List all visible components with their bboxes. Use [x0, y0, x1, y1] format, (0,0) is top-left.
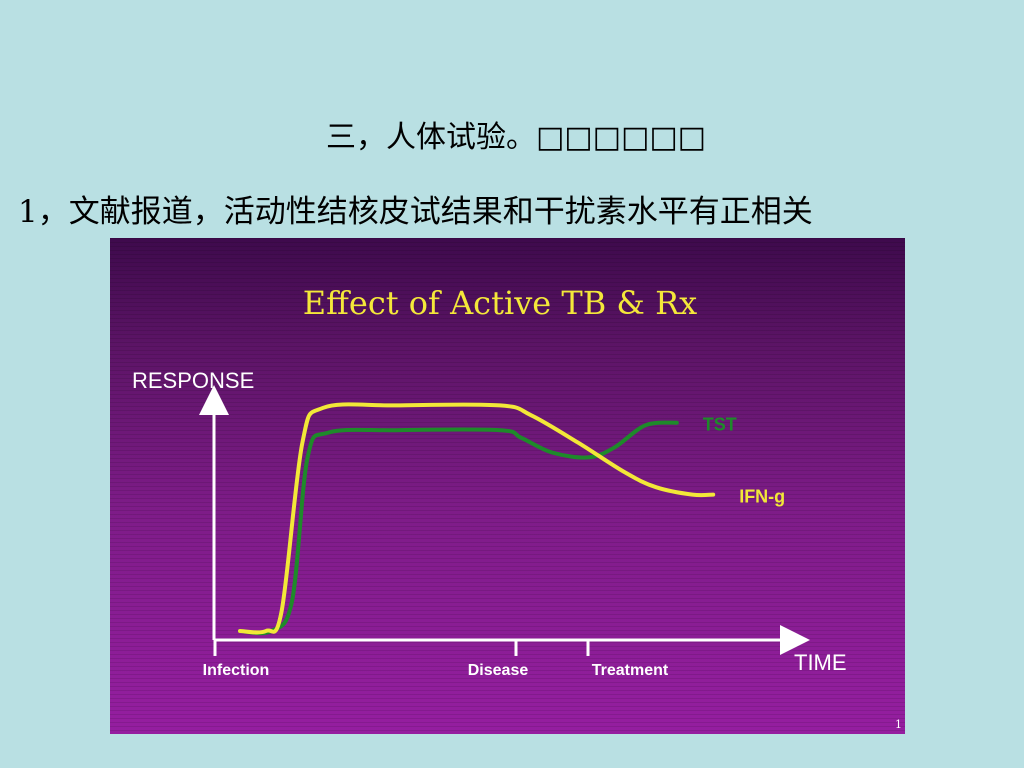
chart-panel: Effect of Active TB & Rx RESPONSE TIME I… [110, 238, 905, 734]
series-line-ifn-g [238, 402, 716, 635]
x-marker-label-treatment: Treatment [592, 662, 669, 679]
slide-subtitle: 1，文献报道，活动性结核皮试结果和干扰素水平有正相关 [18, 194, 813, 230]
series-line-tst [238, 420, 679, 636]
slide-title: 三，人体试验。□□□□□□ [325, 120, 707, 155]
page-number: 1 [895, 718, 902, 731]
chart-svg: Effect of Active TB & Rx RESPONSE TIME I… [132, 284, 847, 679]
x-axis-label: TIME [794, 650, 847, 675]
x-marker-label-infection: Infection [203, 662, 270, 679]
series-label-tst: TST [703, 415, 737, 435]
y-axis-label: RESPONSE [132, 368, 254, 393]
chart-title: Effect of Active TB & Rx [303, 284, 697, 322]
x-marker-label-disease: Disease [468, 662, 529, 679]
series-label-ifn-g: IFN-g [739, 487, 785, 507]
